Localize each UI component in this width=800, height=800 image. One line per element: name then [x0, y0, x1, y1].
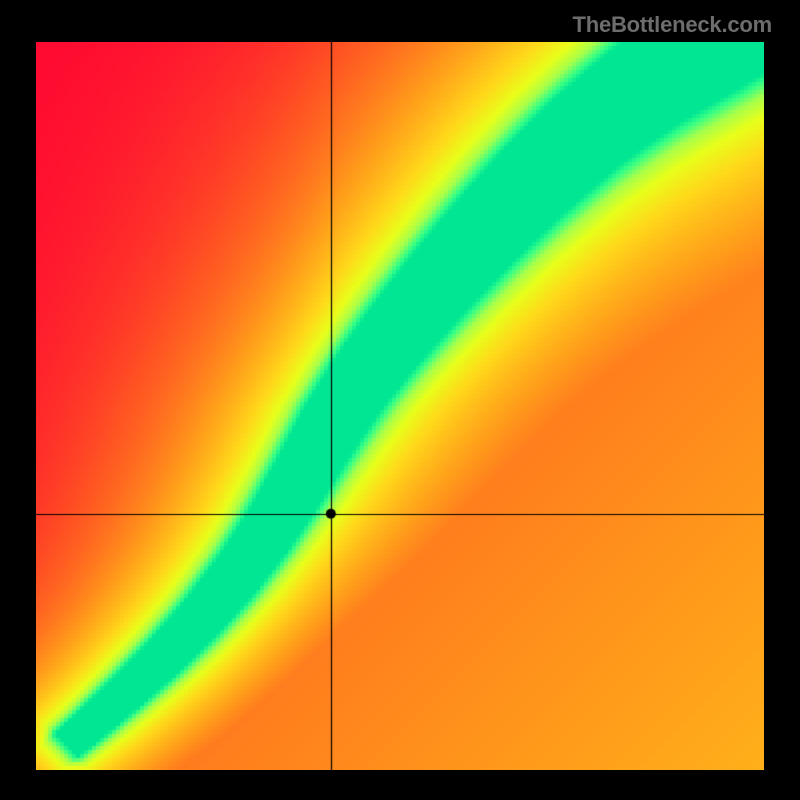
watermark-text: TheBottleneck.com	[572, 12, 772, 38]
plot-area	[36, 42, 764, 770]
heatmap-canvas	[36, 42, 764, 770]
chart-container: { "watermark": { "text": "TheBottleneck.…	[0, 0, 800, 800]
